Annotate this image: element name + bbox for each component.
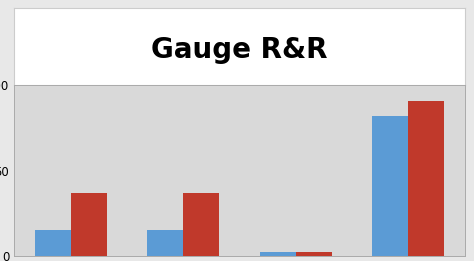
Bar [183,193,219,256]
Bar [260,252,296,256]
Bar [71,193,107,256]
Bar [372,116,408,256]
Text: Gauge R&R: Gauge R&R [151,37,328,64]
Bar [147,230,183,256]
Bar [296,252,332,256]
Bar [408,101,444,256]
Bar [35,230,71,256]
